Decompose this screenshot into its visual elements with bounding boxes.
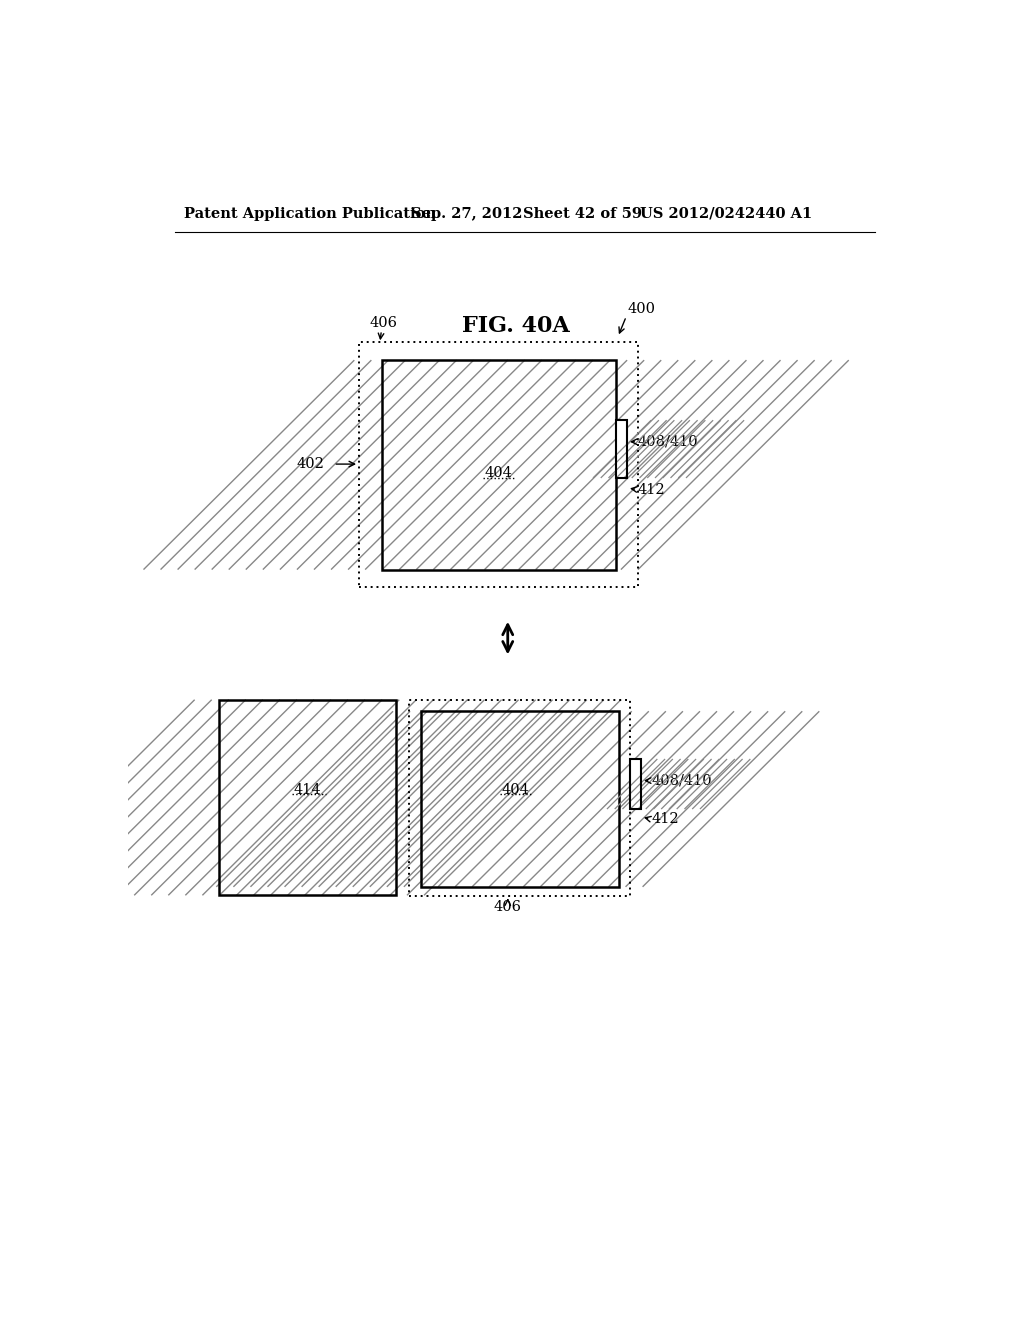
Text: 408/410: 408/410: [638, 434, 698, 449]
Bar: [616, 420, 627, 478]
Bar: [219, 700, 396, 895]
Bar: [382, 360, 616, 570]
Bar: [359, 342, 638, 586]
Text: US 2012/0242440 A1: US 2012/0242440 A1: [640, 207, 812, 220]
Text: 406: 406: [370, 317, 397, 330]
Text: 408/410: 408/410: [651, 774, 712, 788]
Text: 414: 414: [294, 783, 322, 797]
Bar: [421, 711, 618, 887]
Text: 400: 400: [628, 302, 656, 317]
Bar: [382, 360, 616, 570]
Text: 412: 412: [638, 483, 666, 496]
Bar: [616, 420, 627, 478]
Text: 406: 406: [494, 900, 522, 913]
Bar: [630, 759, 641, 809]
Bar: [421, 711, 618, 887]
Bar: [410, 700, 630, 896]
Text: Patent Application Publication: Patent Application Publication: [183, 207, 436, 220]
Text: 404: 404: [484, 466, 512, 479]
Text: 404: 404: [502, 783, 529, 797]
Bar: [219, 700, 396, 895]
Text: Sep. 27, 2012: Sep. 27, 2012: [411, 207, 522, 220]
Text: Sheet 42 of 59: Sheet 42 of 59: [523, 207, 642, 220]
Text: 402: 402: [297, 457, 325, 471]
Bar: [630, 759, 641, 809]
Text: FIG. 40A: FIG. 40A: [462, 315, 569, 338]
Text: 412: 412: [651, 812, 679, 826]
